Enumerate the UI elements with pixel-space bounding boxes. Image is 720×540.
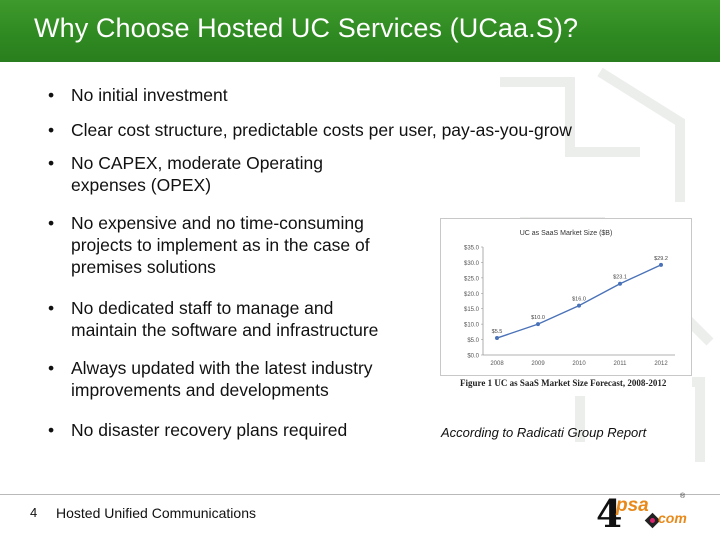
bullet-dot: • xyxy=(48,85,55,105)
bullet-dot: • xyxy=(48,298,55,318)
bullet-line: No disaster recovery plans required xyxy=(71,420,348,440)
y-tick-label: $0.0 xyxy=(467,354,479,360)
x-tick-label: 2008 xyxy=(490,361,504,367)
data-point xyxy=(577,303,581,308)
y-tick-label: $25.0 xyxy=(464,276,480,282)
bullet-line: Always updated with the latest industry xyxy=(71,358,373,378)
logo-four: 4 xyxy=(596,491,623,536)
x-tick-label: 2012 xyxy=(654,361,668,367)
bullet-dot: • xyxy=(48,358,55,378)
4psa-logo: 4 psa com ® xyxy=(596,491,696,536)
x-tick-label: 2009 xyxy=(531,361,545,367)
bullet-line: No expensive and no time-consuming xyxy=(71,213,364,233)
bullet-dot: • xyxy=(48,420,55,440)
market-size-line-chart: UC as SaaS Market Size ($B) $35.0 $30.0 $25… xyxy=(464,230,675,367)
logo-registered-mark: ® xyxy=(680,493,686,500)
data-label: $23.1 xyxy=(613,275,627,281)
y-tick-label: $30.0 xyxy=(464,261,480,267)
data-label: $5.5 xyxy=(492,329,503,335)
footer-text: Hosted Unified Communications xyxy=(56,505,256,521)
bullet-dot: • xyxy=(48,213,55,233)
logo-psa: psa xyxy=(616,495,649,516)
bullet-line: premises solutions xyxy=(71,257,216,277)
bullet-line: projects to implement as in the case of xyxy=(71,235,370,255)
x-tick-label: 2011 xyxy=(614,361,628,367)
chart-caption: Figure 1 UC as SaaS Market Size Forecast… xyxy=(460,378,667,388)
bullet-item: • No disaster recovery plans required xyxy=(48,419,347,441)
y-tick-label: $15.0 xyxy=(464,307,480,313)
x-tick-label: 2010 xyxy=(572,361,586,367)
y-tick-label: $20.0 xyxy=(464,292,480,298)
bullet-line: No CAPEX, moderate Operating xyxy=(71,153,323,173)
bullet-line: maintain the software and infrastructure xyxy=(71,320,379,340)
data-label: $10.0 xyxy=(531,315,545,321)
title-bar: Why Choose Hosted UC Services (UCaa.S)? xyxy=(0,0,720,62)
bullet-dot: • xyxy=(48,120,55,140)
bullet-item: • No CAPEX, moderate Operating expenses (O… xyxy=(48,152,323,196)
data-point xyxy=(659,262,663,267)
market-size-figure: UC as SaaS Market Size ($B) $35.0 $30.0 $25… xyxy=(440,218,692,396)
bullet-dot: • xyxy=(48,153,55,173)
data-label: $29.2 xyxy=(654,256,668,262)
y-tick-label: $5.0 xyxy=(467,338,479,344)
data-label: $16.0 xyxy=(572,297,586,303)
logo-com: com xyxy=(658,510,687,526)
bullet-item: • No dedicated staff to manage and maintai… xyxy=(48,297,378,341)
chart-title: UC as SaaS Market Size ($B) xyxy=(520,230,613,237)
footer-divider xyxy=(0,494,720,495)
report-source-note: According to Radicati Group Report xyxy=(441,425,647,440)
bullet-line: improvements and developments xyxy=(71,380,329,400)
data-point xyxy=(536,322,540,327)
bullet-item: • No expensive and no time-consuming proje… xyxy=(48,212,370,278)
y-tick-label: $35.0 xyxy=(464,246,480,252)
data-point xyxy=(618,281,622,286)
bullet-line: No initial investment xyxy=(71,85,228,105)
page-number: 4 xyxy=(30,505,38,520)
chart-frame: UC as SaaS Market Size ($B) $35.0 $30.0 $25… xyxy=(440,218,692,376)
bullet-item: • Clear cost structure, predictable costs… xyxy=(48,119,572,141)
slide-title: Why Choose Hosted UC Services (UCaa.S)? xyxy=(34,13,579,43)
bullet-line: No dedicated staff to manage and xyxy=(71,298,334,318)
bullet-item: • No initial investment xyxy=(48,84,228,106)
y-tick-label: $10.0 xyxy=(464,323,480,329)
bullet-item: • Always updated with the latest industry… xyxy=(48,357,373,401)
bullet-line: expenses (OPEX) xyxy=(71,175,212,195)
data-point xyxy=(495,336,499,341)
bullet-line: Clear cost structure, predictable costs … xyxy=(71,120,572,140)
